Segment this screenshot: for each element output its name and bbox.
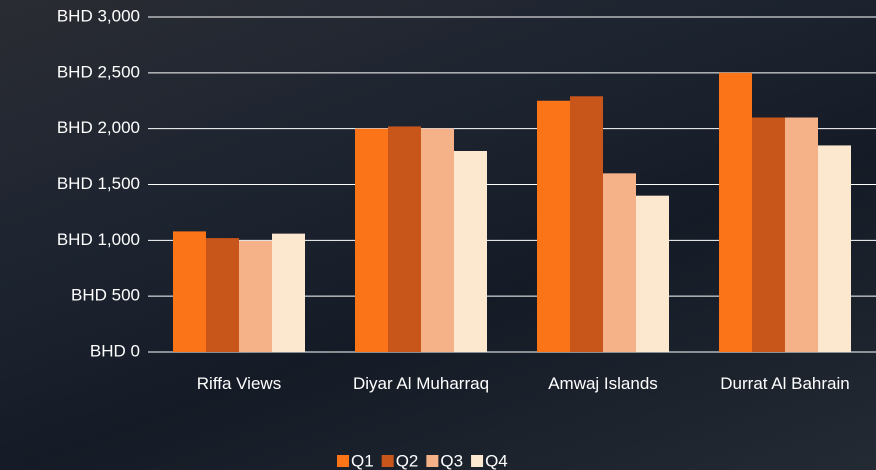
legend-swatch — [337, 455, 349, 467]
y-tick-label: BHD 2,500 — [57, 62, 140, 81]
bar — [636, 196, 669, 352]
legend-label: Q2 — [396, 451, 419, 470]
bar — [206, 238, 239, 352]
bar — [570, 96, 603, 352]
bar — [752, 118, 785, 353]
x-tick-label: Riffa Views — [164, 371, 314, 396]
legend-label: Q3 — [440, 451, 463, 470]
y-tick-label: BHD 1,500 — [57, 174, 140, 193]
bar — [719, 73, 752, 352]
bar — [173, 231, 206, 352]
bar — [355, 129, 388, 352]
bar — [785, 118, 818, 353]
bar — [537, 101, 570, 352]
legend-label: Q1 — [351, 451, 374, 470]
x-tick-label: Durrat Al Bahrain — [710, 371, 860, 396]
y-tick-label: BHD 500 — [71, 286, 140, 305]
chart: BHD 0 BHD 500 BHD 1,000 BHD 1,500 BHD 2,000 B… — [0, 0, 876, 470]
x-tick-label: Amwaj Islands — [528, 371, 678, 396]
y-tick-label: BHD 3,000 — [57, 6, 140, 25]
legend-swatch — [382, 455, 394, 467]
bar — [388, 126, 421, 352]
bar — [239, 241, 272, 352]
y-tick-label: BHD 1,000 — [57, 230, 140, 249]
bar — [421, 129, 454, 352]
bar — [603, 173, 636, 352]
y-tick-label: BHD 0 — [90, 341, 140, 360]
legend-swatch — [426, 455, 438, 467]
legend-label: Q4 — [485, 451, 508, 470]
legend-swatch — [471, 455, 483, 467]
chart-svg: BHD 0 BHD 500 BHD 1,000 BHD 1,500 BHD 2,000 B… — [0, 0, 876, 470]
bar — [454, 151, 487, 352]
y-tick-label: BHD 2,000 — [57, 118, 140, 137]
x-tick-label: Diyar Al Muharraq — [346, 371, 496, 396]
bar — [818, 145, 851, 352]
bar — [272, 234, 305, 352]
